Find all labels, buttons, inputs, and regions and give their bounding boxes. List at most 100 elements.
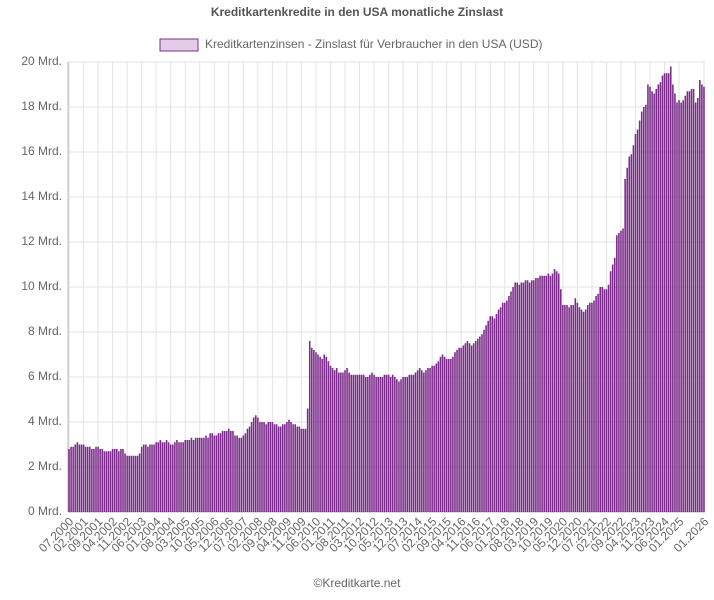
bar xyxy=(628,156,631,512)
bar xyxy=(441,354,444,512)
bar xyxy=(126,455,128,512)
bar xyxy=(286,422,288,512)
bar xyxy=(418,368,421,512)
bar xyxy=(460,347,462,512)
y-tick-label: 18 Mrd. xyxy=(21,99,62,113)
bar xyxy=(501,302,504,512)
bar xyxy=(319,356,321,512)
bar xyxy=(176,440,178,512)
bar xyxy=(157,442,160,512)
bar xyxy=(493,318,496,512)
bar xyxy=(84,446,87,512)
bar xyxy=(194,437,197,512)
bar xyxy=(327,361,330,512)
bar xyxy=(300,428,303,512)
bar xyxy=(296,426,299,512)
bar xyxy=(483,329,485,512)
bar xyxy=(431,365,433,512)
bar xyxy=(188,440,191,512)
bar xyxy=(616,235,618,512)
bar xyxy=(346,368,348,512)
bar xyxy=(72,446,74,512)
bar xyxy=(68,449,70,512)
legend-swatch[interactable] xyxy=(159,38,199,52)
bar xyxy=(93,449,95,512)
bar xyxy=(113,449,116,512)
bar xyxy=(692,89,695,512)
bar xyxy=(161,442,164,512)
bar xyxy=(553,269,556,512)
bar xyxy=(624,179,626,512)
bar xyxy=(528,282,531,512)
bar xyxy=(663,73,666,512)
bar xyxy=(651,91,653,512)
bar xyxy=(271,422,274,512)
bar xyxy=(171,444,174,512)
bar xyxy=(607,284,610,512)
bar xyxy=(182,442,184,512)
bar xyxy=(132,455,135,512)
bar xyxy=(186,440,189,512)
bar xyxy=(371,372,373,512)
bar xyxy=(246,428,249,512)
bar xyxy=(269,422,272,512)
bar xyxy=(684,95,687,512)
bar xyxy=(472,343,475,512)
bar xyxy=(163,442,166,512)
bar xyxy=(412,374,415,512)
y-tick-label: 4 Mrd. xyxy=(28,414,62,428)
bar xyxy=(485,325,487,512)
bar xyxy=(354,374,357,512)
bar xyxy=(225,431,228,512)
bar xyxy=(215,435,218,512)
bar xyxy=(410,374,413,512)
bar xyxy=(466,341,469,512)
bar xyxy=(398,381,400,512)
bar xyxy=(198,437,201,512)
bar xyxy=(91,449,93,512)
bar xyxy=(364,377,367,512)
bar xyxy=(659,82,662,512)
bar xyxy=(377,377,379,512)
bar xyxy=(213,435,216,512)
bar xyxy=(207,437,209,512)
bar xyxy=(578,307,581,512)
bar xyxy=(694,102,697,512)
bar xyxy=(190,437,193,512)
bar xyxy=(348,372,350,512)
bar xyxy=(329,365,332,512)
bar xyxy=(499,307,502,512)
bar xyxy=(342,372,344,512)
bar xyxy=(290,422,292,512)
bar xyxy=(317,354,319,512)
bar xyxy=(232,431,234,512)
bar xyxy=(145,444,147,512)
bar xyxy=(630,154,633,512)
bar xyxy=(580,309,583,512)
bar xyxy=(703,86,705,512)
bar xyxy=(223,431,226,512)
bar xyxy=(333,370,336,512)
legend-label[interactable]: Kreditkartenzinsen - Zinslast für Verbra… xyxy=(205,37,542,51)
bar xyxy=(111,449,114,512)
bar xyxy=(86,446,89,512)
bar xyxy=(481,334,483,512)
bar xyxy=(516,282,519,512)
bar xyxy=(435,363,438,512)
bar xyxy=(292,424,294,512)
bar xyxy=(356,374,359,512)
bar xyxy=(383,374,386,512)
bar xyxy=(640,111,643,512)
bar xyxy=(337,372,340,512)
bar xyxy=(180,442,182,512)
bar xyxy=(151,444,153,512)
bar xyxy=(263,422,265,512)
bar xyxy=(153,444,155,512)
bar xyxy=(402,377,404,512)
bar xyxy=(209,433,211,512)
bar xyxy=(443,356,446,512)
bar xyxy=(265,424,267,512)
bar xyxy=(138,453,141,512)
bar xyxy=(541,275,543,512)
bar xyxy=(530,280,533,512)
